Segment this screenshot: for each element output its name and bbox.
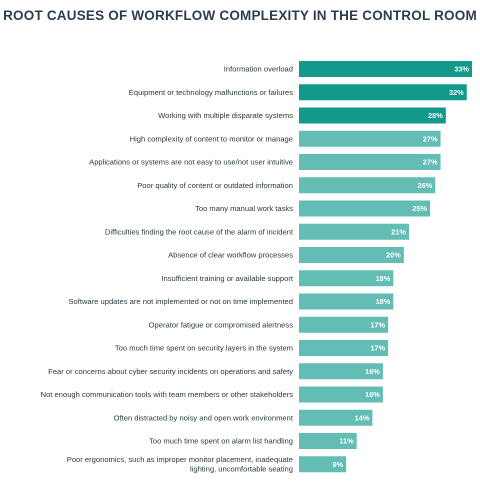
- category-label: Applications or systems are not easy to …: [89, 158, 293, 167]
- bar: [299, 130, 441, 147]
- category-label: Insufficient training or available suppo…: [161, 274, 293, 283]
- bar: [299, 293, 394, 310]
- bar: [299, 433, 357, 449]
- bar-value-label: 25%: [412, 204, 427, 213]
- bar-value-label: 27%: [423, 134, 438, 143]
- bar: [299, 386, 383, 403]
- bar: [299, 247, 404, 263]
- category-label: Poor quality of content or outdated info…: [137, 181, 293, 190]
- bar: [299, 84, 467, 101]
- category-label: lighting, uncomfortable seating: [190, 465, 293, 474]
- chart-title: ROOT CAUSES OF WORKFLOW COMPLEXITY IN TH…: [3, 8, 477, 23]
- bar-value-label: 21%: [391, 227, 406, 236]
- bar-value-label: 18%: [376, 297, 391, 306]
- bar: [299, 107, 446, 124]
- category-label: Working with multiple disparate systems: [158, 111, 293, 120]
- bar: [299, 409, 373, 426]
- bar-value-label: 11%: [339, 437, 354, 446]
- category-label: Poor ergonomics, such as improper monito…: [67, 455, 293, 464]
- bar: [299, 177, 436, 194]
- bar-value-label: 16%: [365, 367, 380, 376]
- bar: [299, 456, 347, 473]
- category-label: Absence of clear workflow processes: [168, 251, 293, 260]
- category-label: Difficulties finding the root cause of t…: [105, 227, 294, 236]
- category-label: Not enough communication tools with team…: [41, 390, 294, 399]
- bar: [299, 61, 472, 77]
- bar: [299, 363, 383, 380]
- bar-value-label: 17%: [370, 344, 385, 353]
- category-label: Fear or concerns about cyber security in…: [48, 367, 293, 376]
- bar: [299, 200, 431, 217]
- bar-value-label: 27%: [423, 158, 438, 167]
- bar-value-label: 18%: [376, 274, 391, 283]
- bar-value-label: 14%: [355, 413, 370, 422]
- bar: [299, 270, 394, 287]
- category-label: Too much time spent on security layers i…: [115, 344, 293, 353]
- category-label: High complexity of content to monitor or…: [130, 134, 293, 143]
- bar-value-label: 20%: [386, 251, 401, 260]
- category-label: Information overload: [224, 65, 293, 74]
- bar-value-label: 33%: [454, 65, 469, 74]
- category-label: Equipment or technology malfunctions or …: [129, 88, 293, 97]
- bar-value-label: 16%: [365, 390, 380, 399]
- bar-value-label: 32%: [449, 88, 464, 97]
- bar: [299, 223, 410, 240]
- category-label: Too many manual work tasks: [195, 204, 293, 213]
- category-label: Operator fatigue or compromised alertnes…: [149, 320, 294, 329]
- bar-value-label: 28%: [428, 111, 443, 120]
- bar-value-label: 17%: [370, 320, 385, 329]
- bar-value-label: 9%: [332, 460, 343, 469]
- bar-value-label: 26%: [418, 181, 433, 190]
- bar: [299, 340, 389, 356]
- category-label: Too much time spent on alarm list handli…: [149, 437, 293, 446]
- category-label: Often distracted by noisy and open work …: [114, 413, 294, 422]
- category-label: Software updates are not implemented or …: [68, 297, 293, 306]
- bar: [299, 154, 441, 170]
- bar: [299, 316, 389, 333]
